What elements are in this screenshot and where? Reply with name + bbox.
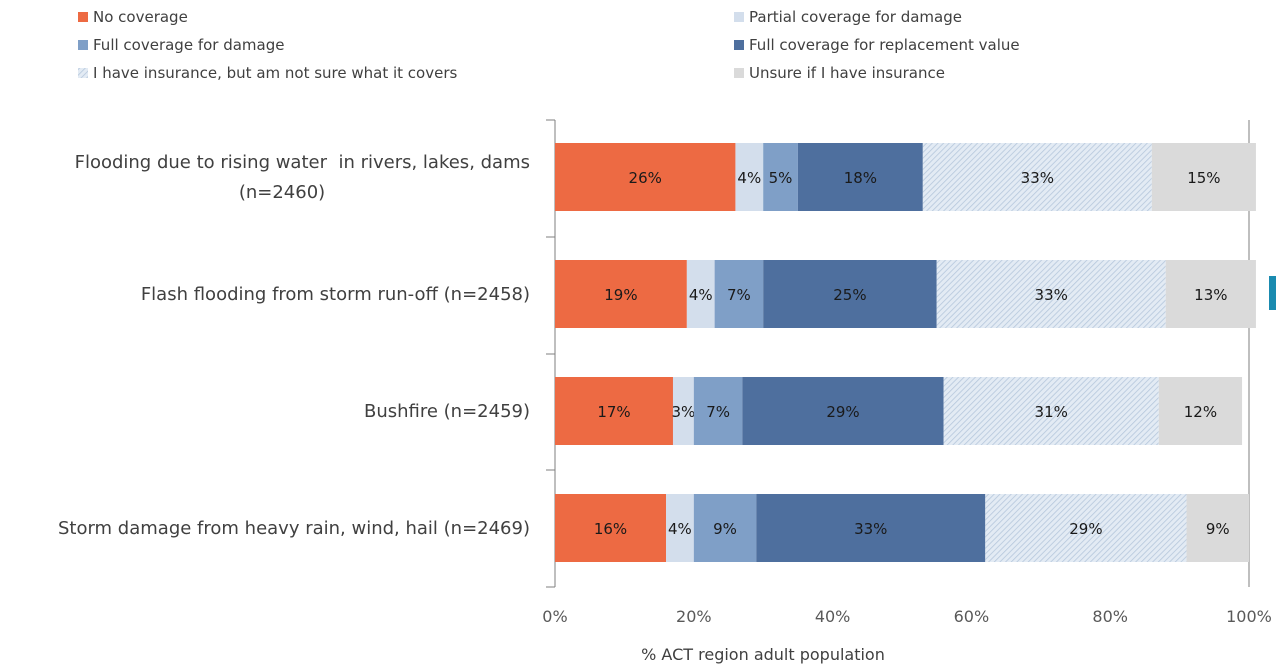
bar-segment [1186, 494, 1249, 562]
data-label: 4% [668, 520, 692, 538]
data-label: 33% [854, 520, 887, 538]
bar-segment [1158, 377, 1243, 445]
x-axis-title: % ACT region adult population [641, 645, 885, 664]
x-tick-label: 60% [954, 607, 990, 626]
data-label: 29% [1069, 520, 1102, 538]
data-label: 17% [597, 403, 630, 421]
data-label: 7% [727, 286, 751, 304]
bar-segment [985, 494, 1187, 562]
data-label: 13% [1194, 286, 1227, 304]
bar-segment [1165, 260, 1256, 328]
bar-segment [1151, 143, 1256, 211]
bar-segment [763, 143, 798, 211]
data-label: 4% [689, 286, 713, 304]
legend-item: Partial coverage for damage [734, 8, 962, 26]
legend-swatch [734, 12, 744, 22]
plot-area: 26% 4% 5% 18% 33% 15% 19% 4% 7% 25% 33% 13% 17% 3% 7% 2… [555, 143, 1256, 562]
data-label: 7% [706, 403, 730, 421]
bar-segment [797, 143, 923, 211]
bar-segment [555, 377, 673, 445]
legend-label: No coverage [93, 8, 188, 26]
bar-segment [686, 260, 715, 328]
data-label: 12% [1184, 403, 1217, 421]
category-labels: Flooding due to rising water in rivers, … [58, 152, 530, 539]
legend-swatch [734, 40, 744, 50]
bar-segment [555, 494, 667, 562]
bar-segment [922, 143, 1152, 211]
data-label: 15% [1187, 169, 1220, 187]
legend-item: Full coverage for replacement value [734, 36, 1020, 54]
legend-label: Full coverage for replacement value [749, 36, 1020, 54]
data-label: 19% [604, 286, 637, 304]
data-label: 9% [1206, 520, 1230, 538]
legend-swatch [78, 12, 88, 22]
category-label: Bushfire (n=2459) [364, 401, 530, 422]
category-label: Flooding due to rising water in rivers, … [75, 152, 530, 173]
data-label: 31% [1035, 403, 1068, 421]
bar-segment [693, 377, 743, 445]
bar-segment [693, 494, 757, 562]
x-tick-label: 40% [815, 607, 851, 626]
x-tick-label: 0% [542, 607, 567, 626]
data-label: 9% [713, 520, 737, 538]
category-label: (n=2460) [239, 182, 325, 203]
bar-segment [714, 260, 764, 328]
bar-segment [756, 494, 986, 562]
data-label: 16% [594, 520, 627, 538]
legend-label: Full coverage for damage [93, 36, 284, 54]
data-label: 5% [769, 169, 793, 187]
legend-item: No coverage [78, 8, 188, 26]
data-label: 25% [833, 286, 866, 304]
data-label: 29% [826, 403, 859, 421]
category-label: Flash flooding from storm run-off (n=245… [141, 284, 530, 305]
x-tick-label: 100% [1226, 607, 1272, 626]
legend-label: Partial coverage for damage [749, 8, 962, 26]
legend-label: I have insurance, but am not sure what i… [93, 64, 458, 82]
data-label: 4% [737, 169, 761, 187]
side-tab-marker [1269, 276, 1276, 310]
bar-segment [943, 377, 1159, 445]
legend-item: Unsure if I have insurance [734, 64, 945, 82]
data-label: 33% [1035, 286, 1068, 304]
bar-segment [555, 260, 687, 328]
bar-segment [763, 260, 937, 328]
category-label: Storm damage from heavy rain, wind, hail… [58, 518, 530, 539]
legend-swatch [734, 68, 744, 78]
legend-item: Full coverage for damage [78, 36, 284, 54]
legend: No coverage Partial coverage for damage Fu… [78, 8, 1020, 82]
bar-segment [672, 377, 694, 445]
bar-segment [936, 260, 1166, 328]
legend-swatch [78, 40, 88, 50]
legend-label: Unsure if I have insurance [749, 64, 945, 82]
data-label: 33% [1021, 169, 1054, 187]
bar-segment [742, 377, 944, 445]
bar-segment [735, 143, 764, 211]
bar-segment [555, 143, 736, 211]
legend-item: I have insurance, but am not sure what i… [78, 64, 458, 82]
x-tick-label: 20% [676, 607, 712, 626]
data-label: 3% [671, 403, 695, 421]
data-label: 26% [629, 169, 662, 187]
data-label: 18% [844, 169, 877, 187]
bar-segment [666, 494, 694, 562]
x-tick-label: 80% [1092, 607, 1128, 626]
legend-swatch [78, 68, 88, 78]
